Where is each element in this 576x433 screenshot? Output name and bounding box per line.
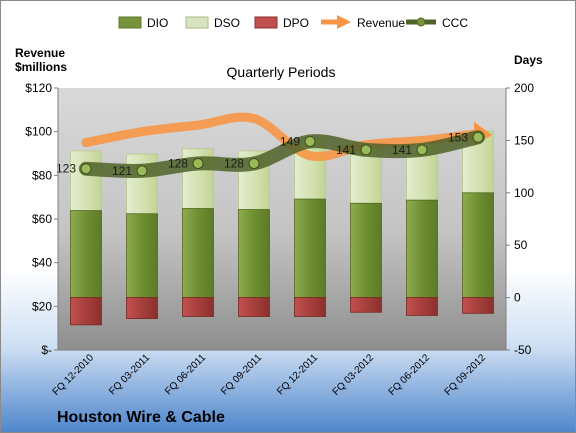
bar-dio-4 [294,198,326,298]
bar-dio-0 [70,210,102,298]
plot-area [58,88,506,350]
legend-swatch-dso [185,16,209,29]
ccc-point-7 [472,131,484,143]
x-tick-label-0: FQ 12-2010 [51,352,97,398]
ccc-label-2: 128 [168,156,188,170]
company-name: Houston Wire & Cable [57,409,225,426]
bar-dpo-0 [70,297,102,326]
ccc-label-1: 121 [112,164,132,178]
left-tick-label-5: $100 [25,125,52,139]
right-tick-label-4: 150 [514,133,534,147]
bar-dpo-2 [182,297,214,317]
bar-dpo-3 [238,297,270,317]
ccc-label-7: 153 [448,130,468,144]
bar-dpo-1 [126,297,158,319]
bar-dio-3 [238,209,270,298]
ccc-point-3 [248,157,260,169]
bar-dio-1 [126,213,158,298]
legend-swatch-revenue [321,15,351,29]
ccc-label-3: 128 [224,156,244,170]
ccc-label-4: 149 [280,134,300,148]
ccc-label-0: 123 [56,162,76,176]
bar-dpo-6 [406,297,438,316]
legend-label-dio: DIO [147,16,168,30]
ccc-point-2 [192,157,204,169]
ccc-point-4 [304,135,316,147]
bar-dio-6 [406,199,438,298]
ccc-point-0 [80,163,92,175]
legend-swatch-ccc [406,17,436,27]
lines-layer: 123 121 128 128 149 141 141 153 [56,112,492,178]
bar-dpo-7 [462,297,494,314]
ccc-point-5 [360,144,372,156]
legend-label-dpo: DPO [283,16,309,30]
bar-dpo-5 [350,297,382,313]
x-tick-label-6: FQ 06-2012 [387,352,433,398]
left-axis-title-line1: Revenue [15,46,65,60]
ccc-label-6: 141 [392,143,412,157]
bar-dio-2 [182,208,214,299]
ccc-point-1 [136,165,148,177]
right-tick-label-1: 0 [514,291,521,305]
left-axis-title-line2: $millions [15,60,67,74]
left-tick-label-2: $40 [32,256,52,270]
ccc-label-5: 141 [336,143,356,157]
right-tick-label-2: 50 [514,238,528,252]
right-tick-label-3: 100 [514,186,534,200]
bar-dio-5 [350,202,382,298]
x-tick-label-7: FQ 09-2012 [443,352,489,398]
ccc-point-6 [416,144,428,156]
left-tick-label-1: $20 [32,299,52,313]
bar-dpo-4 [294,297,326,317]
revenue-line [81,112,483,162]
legend-swatch-dpo [254,16,278,29]
left-tick-label-6: $120 [25,81,52,95]
left-tick-label-4: $80 [32,168,52,182]
x-tick-label-4: FQ 12-2011 [275,352,320,397]
x-tick-label-5: FQ 03-2012 [331,352,377,398]
x-tick-label-3: FQ 09-2011 [219,352,264,397]
left-tick-label-3: $60 [32,212,52,226]
bars-layer [70,130,494,326]
right-tick-label-5: 200 [514,81,534,95]
x-tick-label-1: FQ 03-2011 [107,352,152,397]
legend-label-ccc: CCC [442,16,468,30]
left-tick-label-0: $- [41,343,52,357]
bar-dso-0 [70,150,102,212]
legend: DIO DSO DPO Revenue CCC [118,15,468,30]
legend-swatch-dio [118,16,142,29]
bar-dio-7 [462,192,494,299]
right-axis-title: Days [514,53,543,67]
x-tick-label-2: FQ 06-2011 [163,352,208,397]
right-tick-label-0: -50 [514,343,532,357]
chart-title: Quarterly Periods [227,64,336,80]
legend-label-dso: DSO [214,16,240,30]
legend-label-revenue: Revenue [357,16,405,30]
